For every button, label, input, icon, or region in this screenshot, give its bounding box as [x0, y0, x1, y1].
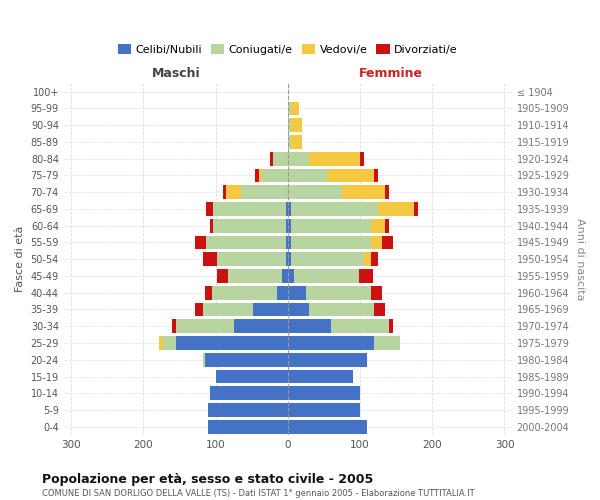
Bar [206, 202, 214, 216]
Bar [382, 236, 392, 250]
Bar [288, 152, 310, 166]
Bar [288, 386, 360, 400]
Bar [371, 219, 385, 232]
Bar [293, 269, 359, 283]
Bar [176, 336, 288, 350]
Bar [288, 403, 360, 417]
Bar [288, 302, 310, 316]
Bar [374, 336, 400, 350]
Bar [205, 353, 288, 366]
Bar [331, 320, 389, 333]
Y-axis label: Anni di nascita: Anni di nascita [575, 218, 585, 300]
Bar [288, 168, 328, 182]
Bar [378, 202, 414, 216]
Bar [274, 152, 288, 166]
Bar [159, 336, 163, 350]
Bar [208, 420, 288, 434]
Bar [371, 252, 378, 266]
Bar [306, 286, 371, 300]
Bar [206, 236, 286, 250]
Bar [310, 302, 374, 316]
Bar [371, 286, 382, 300]
Bar [176, 320, 233, 333]
Bar [286, 252, 288, 266]
Bar [214, 219, 286, 232]
Bar [286, 236, 288, 250]
Bar [205, 286, 212, 300]
Bar [414, 202, 418, 216]
Bar [288, 236, 292, 250]
Bar [233, 320, 288, 333]
Bar [371, 236, 382, 250]
Bar [288, 202, 292, 216]
Bar [195, 236, 206, 250]
Bar [342, 186, 385, 199]
Bar [286, 202, 288, 216]
Bar [288, 420, 367, 434]
Bar [288, 118, 292, 132]
Bar [292, 135, 302, 149]
Bar [364, 252, 371, 266]
Bar [292, 202, 378, 216]
Bar [385, 186, 389, 199]
Bar [210, 386, 288, 400]
Bar [288, 269, 293, 283]
Bar [228, 269, 282, 283]
Bar [223, 186, 226, 199]
Bar [217, 269, 228, 283]
Bar [288, 186, 342, 199]
Bar [374, 168, 378, 182]
Bar [163, 336, 176, 350]
Bar [288, 286, 306, 300]
Bar [328, 168, 374, 182]
Bar [269, 152, 274, 166]
Bar [292, 252, 364, 266]
Bar [172, 320, 176, 333]
Legend: Celibi/Nubili, Coniugati/e, Vedovi/e, Divorziati/e: Celibi/Nubili, Coniugati/e, Vedovi/e, Di… [113, 40, 462, 60]
Bar [374, 302, 385, 316]
Text: Popolazione per età, sesso e stato civile - 2005: Popolazione per età, sesso e stato civil… [42, 472, 373, 486]
Bar [288, 219, 292, 232]
Bar [288, 320, 331, 333]
Bar [208, 403, 288, 417]
Bar [215, 370, 288, 384]
Y-axis label: Fasce di età: Fasce di età [15, 226, 25, 292]
Bar [259, 168, 262, 182]
Bar [203, 302, 253, 316]
Bar [203, 353, 205, 366]
Bar [288, 102, 292, 116]
Bar [288, 370, 353, 384]
Bar [288, 252, 292, 266]
Bar [226, 186, 241, 199]
Bar [288, 336, 374, 350]
Text: COMUNE DI SAN DORLIGO DELLA VALLE (TS) - Dati ISTAT 1° gennaio 2005 - Elaborazio: COMUNE DI SAN DORLIGO DELLA VALLE (TS) -… [42, 489, 475, 498]
Bar [389, 320, 392, 333]
Bar [292, 219, 371, 232]
Bar [212, 286, 277, 300]
Bar [385, 219, 389, 232]
Bar [195, 302, 203, 316]
Bar [310, 152, 360, 166]
Bar [288, 135, 292, 149]
Bar [262, 168, 288, 182]
Bar [292, 236, 371, 250]
Bar [292, 118, 302, 132]
Text: Maschi: Maschi [151, 67, 200, 80]
Bar [292, 102, 299, 116]
Bar [253, 302, 288, 316]
Bar [203, 252, 217, 266]
Bar [277, 286, 288, 300]
Bar [286, 219, 288, 232]
Bar [359, 269, 373, 283]
Bar [282, 269, 288, 283]
Bar [255, 168, 259, 182]
Bar [241, 186, 288, 199]
Bar [288, 353, 367, 366]
Bar [217, 252, 286, 266]
Text: Femmine: Femmine [359, 67, 423, 80]
Bar [214, 202, 286, 216]
Bar [210, 219, 214, 232]
Bar [360, 152, 364, 166]
